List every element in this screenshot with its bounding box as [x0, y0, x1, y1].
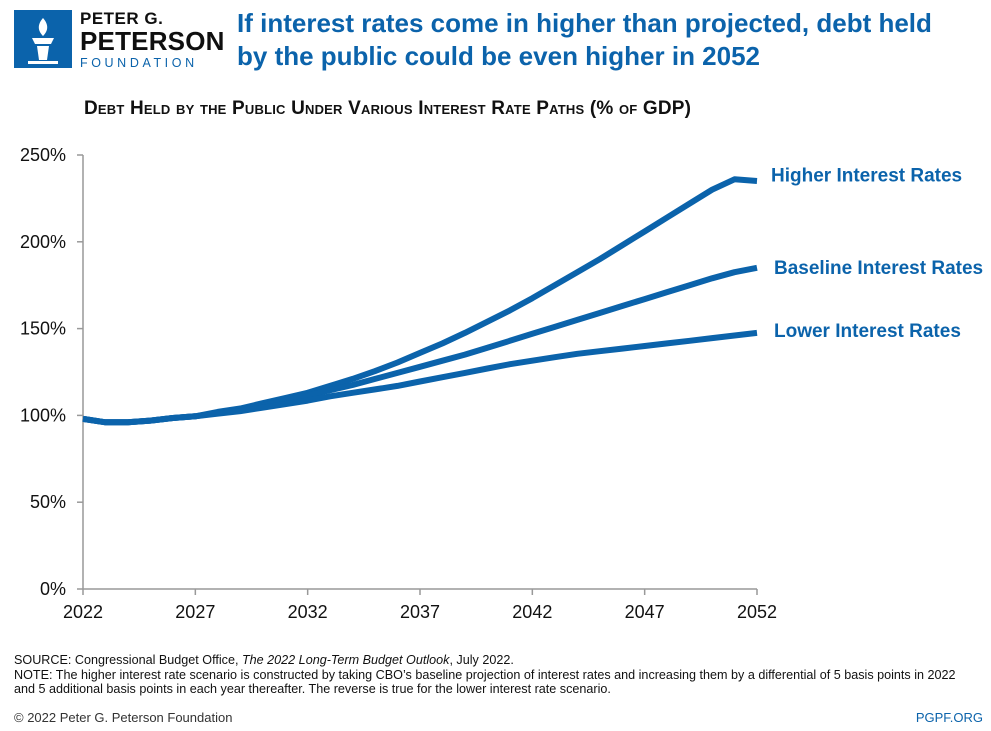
logo-line-2: PETERSON [80, 26, 225, 56]
source-suffix: , July 2022. [449, 653, 514, 667]
y-tick-label: 150% [20, 319, 66, 339]
site-link[interactable]: PGPF.ORG [915, 710, 983, 725]
torch-logo-icon [14, 10, 72, 68]
y-tick-label: 100% [20, 405, 66, 425]
series-line-higher-interest-rates [82, 176, 758, 426]
x-tick-label: 2042 [512, 602, 552, 622]
source-prefix: SOURCE: Congressional Budget Office, [14, 653, 242, 667]
debt-line-chart: 0% 50% 100% 150% 200% 250% 2022 2027 2032 2037 204… [20, 145, 983, 622]
series-label-baseline-interest-rates: Baseline Interest Rates [774, 258, 983, 279]
source-title: The 2022 Long-Term Budget Outlook [241, 653, 450, 667]
headline: If interest rates come in higher than pr… [237, 7, 977, 73]
x-tick-label: 2032 [288, 602, 328, 622]
source-note: SOURCE: Congressional Budget Office, The… [14, 653, 979, 668]
logo-line-3: FOUNDATION [80, 56, 198, 70]
x-tick-label: 2027 [175, 602, 215, 622]
pgpf-logo: PETER G. PETERSON FOUNDATION [14, 10, 224, 72]
chart-series [82, 176, 758, 426]
copyright: © 2022 Peter G. Peterson Foundation [14, 710, 233, 725]
y-tick-label: 200% [20, 232, 66, 252]
x-tick-label: 2022 [63, 602, 103, 622]
logo-wordmark: PETER G. PETERSON FOUNDATION [80, 10, 225, 70]
series-label-lower-interest-rates: Lower Interest Rates [774, 321, 961, 342]
x-tick-label: 2047 [625, 602, 665, 622]
y-tick-label: 50% [30, 492, 66, 512]
methodology-note: NOTE: The higher interest rate scenario … [14, 667, 956, 697]
x-tick-label: 2052 [737, 602, 777, 622]
y-tick-label: 250% [20, 145, 66, 165]
chart-series-labels: Higher Interest Rates Baseline Interest R… [771, 165, 983, 342]
headline-line-1: If interest rates come in higher than pr… [237, 8, 932, 38]
series-label-higher-interest-rates: Higher Interest Rates [771, 165, 962, 186]
chart-title: Debt Held by the Public Under Various In… [84, 98, 692, 119]
logo-line-1: PETER G. [80, 9, 164, 28]
footnotes: SOURCE: Congressional Budget Office, The… [14, 653, 979, 697]
x-tick-label: 2037 [400, 602, 440, 622]
headline-line-2: by the public could be even higher in 20… [237, 41, 761, 71]
chart-axes: 0% 50% 100% 150% 200% 250% 2022 2027 2032 2037 204… [20, 145, 777, 622]
series-line-lower-interest-rates [82, 329, 758, 426]
y-tick-label: 0% [40, 579, 66, 599]
